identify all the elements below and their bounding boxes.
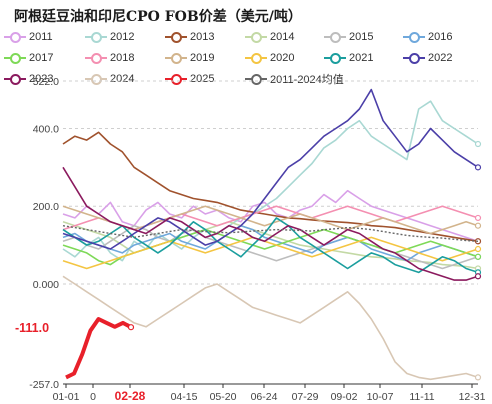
legend-item-2018[interactable]: 2018 xyxy=(85,50,134,66)
x-tick-label: 07-29 xyxy=(292,391,319,403)
legend-item-2011[interactable]: 2011 xyxy=(4,29,53,45)
x-tick-label: 10-07 xyxy=(367,391,394,403)
legend-label: 2015 xyxy=(349,31,374,43)
y-tick-label: 0.000 xyxy=(33,279,59,291)
legend-swatch-icon xyxy=(4,32,26,43)
legend-item-2011-2024[interactable]: 2011-2024均值 xyxy=(245,71,344,87)
x-tick-label: 01-01 xyxy=(53,391,80,403)
y-tick-label: -257.0 xyxy=(29,379,59,391)
legend-label: 2017 xyxy=(29,52,54,64)
legend-item-2016[interactable]: 2016 xyxy=(403,29,452,45)
legend-swatch-icon xyxy=(165,53,187,64)
legend-label: 2020 xyxy=(270,52,295,64)
legend-swatch-icon xyxy=(403,32,425,43)
y-tick-label: 400.0 xyxy=(33,123,59,135)
series-line-2024 xyxy=(62,275,479,381)
legend-swatch-icon xyxy=(245,74,267,85)
legend-item-2012[interactable]: 2012 xyxy=(85,29,134,45)
chart-title: 阿根廷豆油和印尼CPO FOB价差（美元/吨） xyxy=(14,9,302,25)
legend-swatch-icon xyxy=(324,32,346,43)
legend-item-2025[interactable]: 2025 xyxy=(165,71,214,87)
legend-label: 2023 xyxy=(29,73,54,85)
legend-swatch-icon xyxy=(403,53,425,64)
legend-item-2021[interactable]: 2021 xyxy=(324,50,373,66)
legend-swatch-icon xyxy=(324,53,346,64)
series-end-marker xyxy=(474,140,482,148)
x-tick-label-highlight: 02-28 xyxy=(115,389,146,403)
series-line-2014 xyxy=(62,221,479,270)
series-line-2016 xyxy=(62,224,479,262)
legend-item-2015[interactable]: 2015 xyxy=(324,29,373,45)
legend-label: 2025 xyxy=(190,73,215,85)
y-tick-label: 200.0 xyxy=(33,201,59,213)
legend-label: 2021 xyxy=(349,52,374,64)
legend-item-2014[interactable]: 2014 xyxy=(245,29,294,45)
legend-label: 2013 xyxy=(190,31,215,43)
legend-item-2019[interactable]: 2019 xyxy=(165,50,214,66)
legend-label: 2024 xyxy=(110,73,135,85)
series-end-marker xyxy=(474,273,482,280)
series-end-marker xyxy=(474,253,482,260)
legend-swatch-icon xyxy=(165,32,187,43)
legend-item-2022[interactable]: 2022 xyxy=(403,50,452,66)
series-end-marker xyxy=(474,164,482,171)
series-line-2013 xyxy=(62,131,479,243)
legend-item-2013[interactable]: 2013 xyxy=(165,29,214,45)
legend-swatch-icon xyxy=(85,53,107,64)
legend-label: 2012 xyxy=(110,31,135,43)
legend-label: 2016 xyxy=(428,31,453,43)
series-end-marker xyxy=(127,324,135,331)
legend-label: 2018 xyxy=(110,52,135,64)
series-line-2020 xyxy=(62,236,479,270)
legend-label: 2019 xyxy=(190,52,215,64)
series-end-marker xyxy=(474,214,482,222)
legend-swatch-icon xyxy=(85,32,107,43)
series-line-2022 xyxy=(62,88,479,250)
x-tick-label: 09-02 xyxy=(331,391,358,403)
legend-item-2023[interactable]: 2023 xyxy=(4,71,53,87)
y-tick-label: 522.0 xyxy=(33,76,59,88)
x-tick-label: 04-15 xyxy=(171,391,198,403)
x-tick-label: 0 xyxy=(90,391,96,403)
legend-swatch-icon xyxy=(245,32,267,43)
legend-label: 2014 xyxy=(270,31,295,43)
legend-swatch-icon xyxy=(85,74,107,85)
series-line-2011 xyxy=(62,189,479,243)
legend-item-2017[interactable]: 2017 xyxy=(4,50,53,66)
legend-swatch-icon xyxy=(245,53,267,64)
legend-swatch-icon xyxy=(4,53,26,64)
legend-item-2020[interactable]: 2020 xyxy=(245,50,294,66)
series-line-2025 xyxy=(65,317,132,380)
series-line-mean xyxy=(62,225,479,242)
series-end-marker xyxy=(474,374,482,381)
legend-swatch-icon xyxy=(165,74,187,85)
last-value-label: -111.0 xyxy=(15,321,49,335)
legend-label: 2022 xyxy=(428,52,453,64)
series-line-2023 xyxy=(62,166,479,281)
series-end-marker xyxy=(474,222,482,229)
series-line-2015 xyxy=(62,224,479,270)
series-end-marker xyxy=(474,245,482,253)
legend-swatch-icon xyxy=(4,74,26,85)
legend-label: 2011-2024均值 xyxy=(270,74,344,86)
legend-label: 2011 xyxy=(29,31,53,43)
x-tick-label: 12-31 xyxy=(459,391,486,403)
x-tick-label: 11-11 xyxy=(409,391,434,403)
x-tick-label: 05-20 xyxy=(210,391,237,403)
legend-item-2024[interactable]: 2024 xyxy=(85,71,134,87)
x-tick-label: 06-24 xyxy=(251,391,278,403)
